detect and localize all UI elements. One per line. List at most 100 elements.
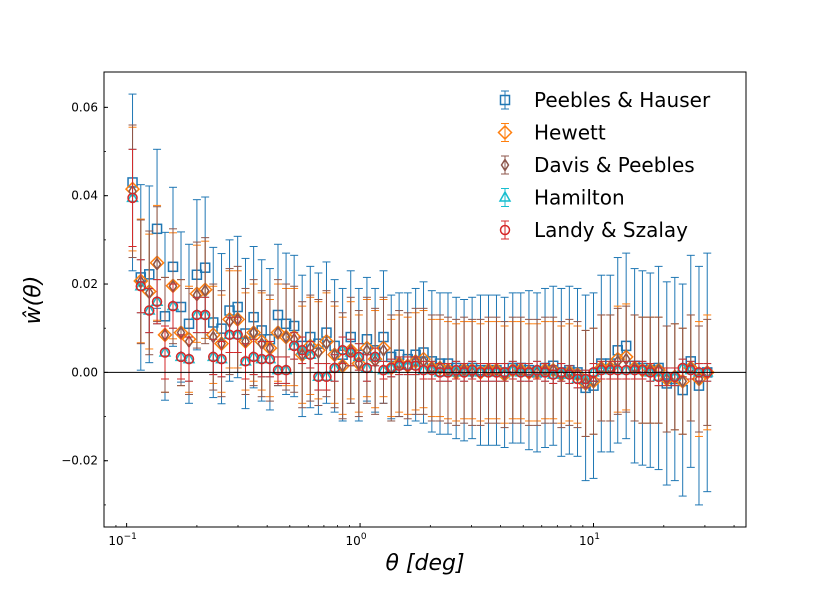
error-bar <box>184 336 193 382</box>
data-point <box>280 364 292 376</box>
error-bar <box>241 343 250 380</box>
error-bar <box>411 356 420 376</box>
error-bar <box>233 316 242 354</box>
data-point <box>264 353 276 365</box>
error-bar <box>168 283 177 329</box>
error-bar <box>573 369 582 389</box>
data-point <box>183 353 195 365</box>
x-tick-label: 101 <box>579 532 600 548</box>
data-point <box>678 374 688 389</box>
data-point <box>378 364 389 376</box>
error-bar <box>686 360 695 380</box>
plot-frame <box>103 71 747 528</box>
error-bar <box>662 367 671 387</box>
error-bar <box>217 340 226 378</box>
data-point <box>305 349 316 360</box>
legend-label: Peebles & Hauser <box>534 88 711 112</box>
error-bar <box>362 296 371 404</box>
error-bar <box>265 340 274 378</box>
error-bar <box>565 365 574 384</box>
error-bar <box>622 305 631 413</box>
data-point <box>296 345 308 356</box>
error-bar <box>298 336 307 365</box>
error-bar <box>192 296 201 334</box>
error-bar <box>630 360 639 380</box>
error-bar <box>533 360 542 380</box>
data-point <box>288 340 300 352</box>
data-point <box>580 373 591 385</box>
data-point <box>240 356 251 367</box>
y-tick-label: 0.02 <box>71 277 98 291</box>
error-bar <box>678 358 687 378</box>
error-bar <box>597 360 606 380</box>
error-bar <box>419 360 428 380</box>
legend-marker <box>497 124 513 141</box>
legend-entry: Hamilton <box>498 186 625 210</box>
y-axis-label: ŵ(θ) <box>21 276 46 325</box>
data-point <box>581 376 590 391</box>
error-bar <box>338 312 347 420</box>
data-point <box>281 330 291 344</box>
data-point <box>322 336 331 351</box>
legend: Peebles & Hauser Hewett Davis & Peebles Ham… <box>497 88 711 242</box>
legend-label: Hewett <box>534 121 606 145</box>
data-point <box>256 353 267 365</box>
data-point <box>589 374 598 389</box>
data-point <box>345 347 356 358</box>
y-tick-label: −0.02 <box>61 454 98 468</box>
error-bar <box>654 367 663 387</box>
legend-label: Hamilton <box>534 186 625 210</box>
error-bar <box>427 360 436 380</box>
legend-entry: Davis & Peebles <box>500 153 695 177</box>
error-bar <box>160 325 169 380</box>
x-axis-label: θ [deg] <box>385 551 464 576</box>
legend-marker <box>499 224 511 236</box>
error-bar <box>145 287 154 334</box>
data-point <box>232 329 243 341</box>
x-axis: 10−1 100 101 <box>103 523 735 548</box>
error-bar <box>273 356 282 384</box>
data-point <box>605 364 616 376</box>
legend-entry: Hewett <box>497 121 606 145</box>
y-axis: −0.02 0.00 0.02 0.04 0.06 <box>61 100 108 506</box>
error-bar <box>549 365 558 384</box>
data-point <box>272 364 284 376</box>
y-tick-label: 0.06 <box>71 100 98 114</box>
data-point <box>127 192 138 204</box>
data-point <box>167 300 179 312</box>
error-bar <box>209 338 218 376</box>
error-bar <box>257 340 266 378</box>
legend-label: Davis & Peebles <box>534 153 695 177</box>
error-bar <box>136 259 145 314</box>
data-point <box>410 360 421 372</box>
data-point <box>572 373 583 385</box>
error-bar <box>128 148 137 247</box>
error-bar <box>379 360 388 380</box>
data-point <box>564 369 575 380</box>
error-bar <box>387 358 396 378</box>
error-bar <box>322 363 331 391</box>
error-bar <box>314 363 323 391</box>
data-point <box>151 296 163 307</box>
error-bar <box>678 327 687 435</box>
data-point <box>370 354 380 369</box>
error-bar <box>177 334 186 380</box>
error-bar <box>354 343 363 371</box>
error-bar <box>508 360 517 380</box>
error-bar <box>395 356 404 376</box>
error-bar <box>613 360 622 380</box>
error-bar <box>290 332 299 360</box>
data-point <box>249 325 259 340</box>
error-bar <box>362 354 371 382</box>
error-bar <box>371 347 380 367</box>
y-tick-label: 0.04 <box>71 189 98 203</box>
error-bar <box>581 369 590 389</box>
y-tick-label: 0.00 <box>71 365 98 379</box>
data-point <box>159 347 171 358</box>
data-point <box>694 372 704 386</box>
data-point <box>135 280 147 292</box>
data-point <box>200 283 210 298</box>
error-bar <box>638 360 647 380</box>
error-bar <box>225 316 234 354</box>
error-bar <box>468 360 477 380</box>
